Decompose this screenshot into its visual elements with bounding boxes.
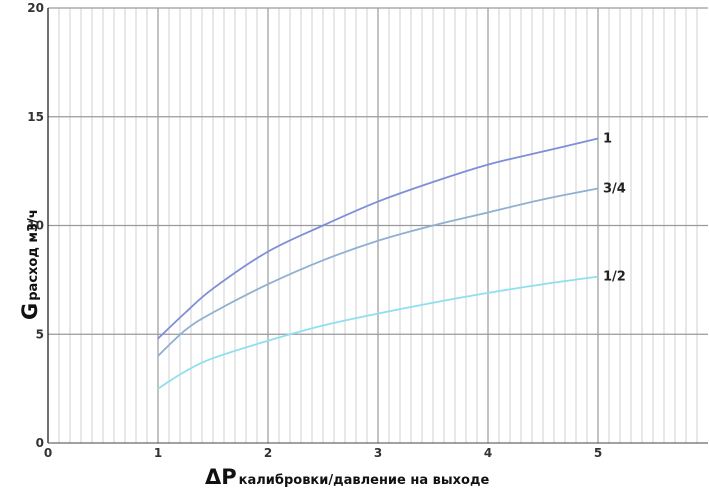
x-tick-label: 0 — [44, 446, 52, 460]
series-label: 1/2 — [603, 270, 626, 285]
series-line — [157, 275, 599, 390]
x-tick-label: 4 — [484, 446, 492, 460]
axes — [47, 8, 708, 444]
y-axis-title-symbol: G — [18, 303, 42, 320]
y-tick-label: 0 — [36, 436, 44, 450]
y-axis-title-subscript: расход м3/ч — [26, 209, 41, 300]
series-lines — [157, 137, 599, 390]
series-line — [157, 137, 599, 340]
x-tick-label: 3 — [374, 446, 382, 460]
y-tick-label: 10 — [27, 219, 44, 233]
x-axis-title-subscript: калибровки/давление на выходе — [239, 473, 490, 488]
x-tick-label: 2 — [264, 446, 272, 460]
x-tick-label: 1 — [154, 446, 162, 460]
y-axis-title: Gрасход м3/ч — [18, 209, 42, 320]
y-tick-label: 5 — [36, 327, 44, 341]
x-tick-labels: 0 1 2 3 4 5 — [44, 446, 602, 460]
y-tick-label: 20 — [27, 1, 44, 15]
x-axis-title: ΔP калибровки/давление на выходе — [205, 465, 489, 489]
series-labels: 1 3/4 1/2 — [603, 132, 626, 285]
series-line — [157, 187, 599, 357]
x-tick-label: 5 — [594, 446, 602, 460]
x-axis-title-symbol: ΔP — [205, 465, 237, 489]
y-tick-labels: 0 5 10 15 20 — [27, 1, 44, 450]
y-tick-label: 15 — [27, 110, 44, 124]
series-label: 1 — [603, 132, 612, 147]
series-label: 3/4 — [603, 182, 626, 197]
major-gridlines — [48, 7, 708, 443]
